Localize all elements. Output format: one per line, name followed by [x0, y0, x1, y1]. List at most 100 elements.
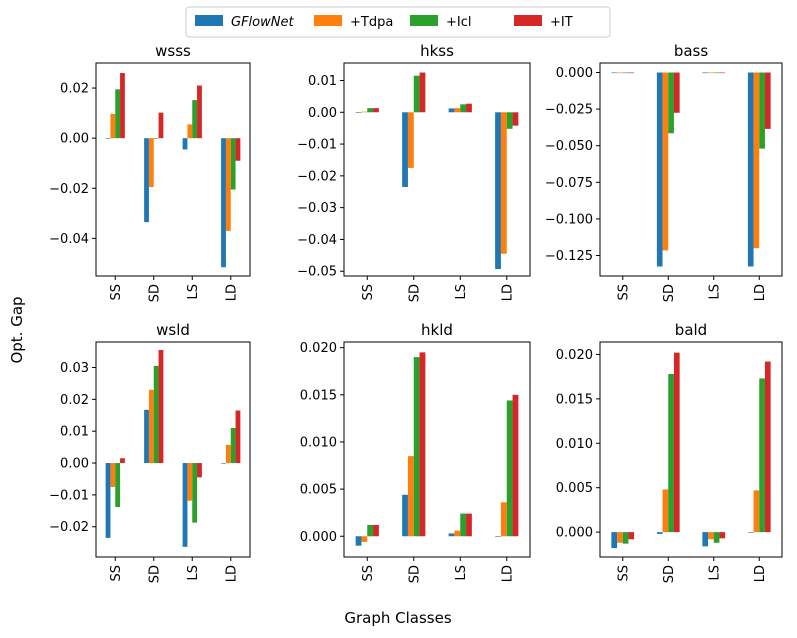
bar-icl-ls [713, 532, 720, 543]
legend-label: +Icl [446, 15, 472, 30]
bar-tdpa-ls [187, 124, 193, 139]
bar-icl-ld [759, 72, 765, 149]
x-tick-label: SD [662, 565, 677, 583]
x-tick-label: LD [500, 284, 515, 301]
y-tick-label: 0.00 [60, 457, 89, 472]
y-tick-label: −0.075 [545, 176, 593, 191]
bar-tdpa-ss [110, 463, 116, 487]
bar-icl-ls [713, 72, 720, 74]
bar-tdpa-ld [225, 138, 231, 231]
x-tick-label: LD [224, 565, 239, 582]
plot-frame [95, 62, 251, 277]
y-tick-label: 0.02 [60, 393, 89, 408]
bar-gflownet-ss [611, 72, 618, 74]
bar-it-sd [158, 112, 164, 139]
bar-tdpa-ss [617, 532, 623, 543]
bar-icl-sd [413, 357, 420, 537]
bar-icl-ld [506, 400, 513, 537]
bar-gflownet-sd [402, 112, 408, 187]
bar-tdpa-ld [500, 502, 507, 537]
x-tick-label: SD [662, 284, 677, 302]
y-tick-label: −0.02 [297, 169, 337, 184]
bar-tdpa-ld [753, 72, 760, 249]
legend-swatch [514, 15, 542, 26]
bar-it-ld [235, 138, 241, 161]
panel-hkss: hkss 0.01 0.00 −0.01 −0.02 −0.03 −0.04 −0.05 SS S… [297, 42, 531, 302]
x-tick-label: LD [753, 284, 768, 301]
bar-tdpa-ls [454, 108, 461, 113]
bar-it-ls [466, 513, 472, 537]
bar-it-sd [673, 352, 680, 533]
bar-tdpa-ss [110, 113, 116, 139]
bar-gflownet-ld [221, 138, 226, 268]
bar-tdpa-sd [662, 72, 669, 251]
bar-it-ls [719, 532, 726, 539]
plot-frame [95, 341, 251, 558]
bar-icl-ld [759, 378, 765, 533]
y-tick-label: −0.025 [545, 103, 593, 118]
bar-icl-ld [230, 138, 236, 190]
y-tick-label: 0.010 [300, 435, 337, 450]
bar-it-ld [764, 361, 771, 533]
bar-tdpa-ls [454, 530, 461, 537]
bar-gflownet-ls [182, 463, 188, 547]
bar-it-ss [120, 73, 125, 139]
bar-icl-ls [192, 100, 198, 139]
bar-gflownet-ls [448, 533, 455, 537]
y-tick-label: 0.000 [556, 66, 593, 81]
bar-gflownet-ld [747, 72, 754, 267]
bar-icl-ss [115, 89, 121, 139]
x-tick-label: LS [186, 284, 201, 300]
x-tick-label: SS [109, 284, 124, 301]
bar-it-ld [512, 112, 519, 126]
legend-swatch [410, 15, 438, 26]
chart-panels: wsss 0.02 0.00 −0.02 −0.04 SS SD LS LD hkss 0.01 0.… [49, 42, 783, 583]
bar-it-sd [419, 352, 426, 537]
legend-label: +Tdpa [350, 15, 393, 30]
legend-swatch [195, 15, 223, 26]
bar-it-ss [373, 524, 379, 537]
bar-icl-ls [192, 463, 198, 523]
bar-icl-ls [460, 104, 467, 113]
panel-title: bald [675, 321, 707, 339]
bar-gflownet-ss [355, 112, 362, 113]
bar-gflownet-sd [656, 72, 663, 267]
y-tick-label: 0.01 [308, 74, 337, 89]
bar-icl-sd [413, 75, 420, 113]
bar-gflownet-ld [221, 463, 226, 464]
x-tick-label: LS [707, 565, 722, 581]
y-tick-label: 0.01 [60, 425, 89, 440]
bar-gflownet-sd [402, 494, 408, 537]
bar-it-ss [120, 458, 125, 464]
panel-title: hkld [421, 321, 453, 339]
bar-icl-ss [367, 108, 374, 113]
panel-bass: bass 0.000 −0.025 −0.050 −0.075 −0.100 −0.125 S… [545, 42, 783, 302]
y-tick-label: 0.015 [300, 388, 337, 403]
y-tick-label: 0.020 [300, 341, 337, 356]
bar-it-sd [419, 72, 426, 113]
bar-tdpa-sd [148, 138, 154, 188]
panel-wsld: wsld 0.03 0.02 0.01 0.00 −0.01 −0.02 SS SD LS LD [49, 321, 251, 583]
y-tick-label: −0.05 [297, 265, 337, 280]
bar-icl-sd [668, 373, 674, 533]
x-tick-label: SD [407, 565, 422, 583]
bar-icl-ss [367, 524, 374, 537]
bar-gflownet-ss [355, 536, 362, 546]
y-tick-label: −0.04 [49, 232, 89, 247]
bar-tdpa-ld [753, 490, 760, 533]
bar-tdpa-ls [187, 463, 193, 501]
y-tick-label: 0.005 [556, 481, 593, 496]
x-tick-label: SS [361, 565, 376, 582]
x-tick-label: SD [407, 284, 422, 302]
y-tick-label: 0.00 [308, 106, 337, 121]
y-tick-label: −0.100 [545, 212, 593, 227]
x-tick-label: LS [454, 284, 469, 300]
panel-title: wsld [156, 321, 190, 339]
bar-tdpa-ss [361, 111, 368, 113]
x-tick-label: LD [753, 565, 768, 582]
bar-tdpa-ss [617, 72, 623, 74]
bar-it-ls [197, 463, 202, 478]
bar-it-ls [197, 85, 202, 139]
bar-icl-ls [460, 513, 467, 537]
bar-it-sd [158, 349, 164, 464]
